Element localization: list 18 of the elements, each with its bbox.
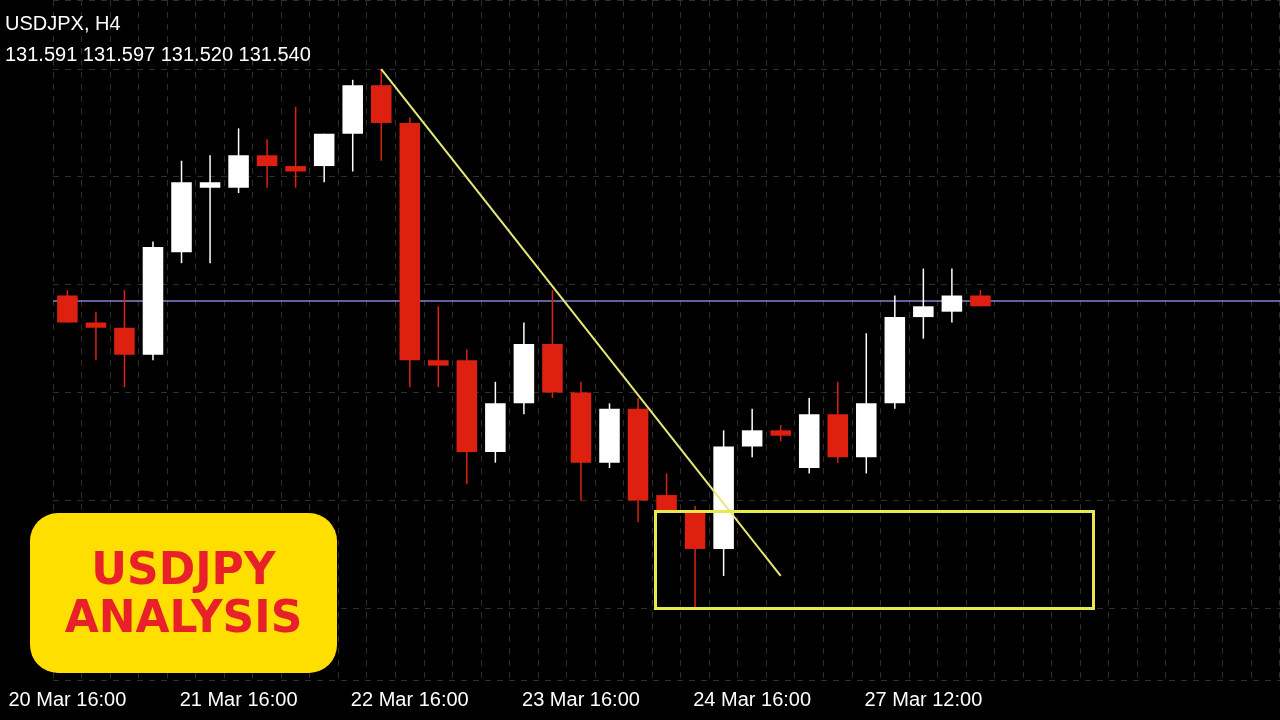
- candlestick: [741, 408, 763, 459]
- chart-title: USDJPX, H4: [5, 12, 121, 35]
- candlestick: [199, 154, 221, 264]
- x-tick-label: 21 Mar 16:00: [179, 687, 298, 710]
- x-tick-label: 27 Mar 12:00: [864, 687, 983, 710]
- candlestick: [85, 310, 107, 361]
- x-tick-label: 23 Mar 16:00: [522, 687, 640, 710]
- candlestick: [285, 106, 306, 189]
- candlestick: [941, 267, 963, 324]
- x-tick-label: 20 Mar 16:00: [8, 687, 127, 710]
- candlestick: [428, 305, 449, 388]
- x-tick-label: 24 Mar 16:00: [693, 687, 812, 710]
- annotation: USDJPY ANALYSIS: [63, 542, 304, 642]
- candlestick: [656, 472, 677, 512]
- candlestick: [256, 138, 278, 189]
- x-tick-label: 22 Mar 16:00: [350, 687, 469, 710]
- candlestick: [913, 267, 934, 340]
- chart-subtitle: 131.591 131.597 131.520 131.540: [5, 43, 311, 66]
